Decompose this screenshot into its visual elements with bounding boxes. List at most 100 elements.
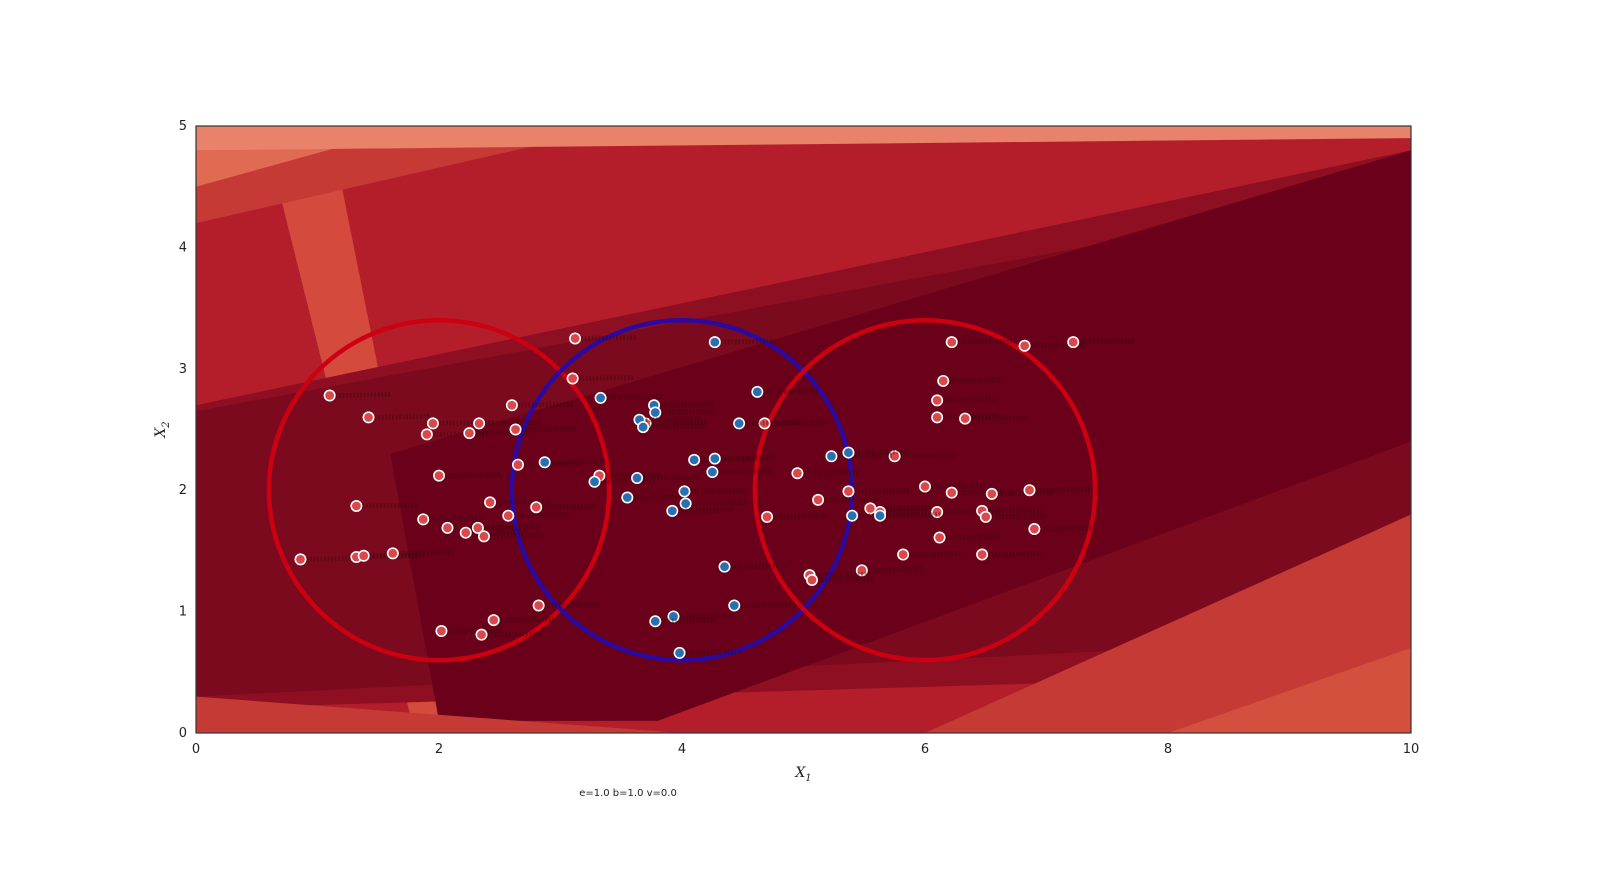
point-annotation [542, 503, 599, 510]
data-point-inner [708, 452, 721, 465]
data-point-inner [874, 509, 887, 522]
data-point-inner [621, 491, 634, 504]
data-point-outer [959, 412, 972, 425]
data-point-outer [897, 548, 910, 561]
point-annotation [690, 487, 747, 494]
data-point-outer [976, 548, 989, 561]
point-annotation [485, 419, 542, 426]
data-point-outer [933, 531, 946, 544]
point-annotation [483, 524, 540, 531]
data-point-outer [357, 549, 370, 562]
point-annotation [643, 474, 700, 481]
data-point-inner [846, 509, 859, 522]
data-point-outer [931, 411, 944, 424]
point-annotation [661, 617, 718, 624]
data-point-inner [751, 385, 764, 398]
data-point-inner [588, 475, 601, 488]
data-point-outer [812, 493, 825, 506]
point-annotation [578, 375, 635, 382]
data-point-outer [417, 513, 430, 526]
y-tick-label: 0 [179, 726, 187, 741]
point-annotation [854, 487, 911, 494]
point-annotation [1040, 525, 1097, 532]
data-point-inner [679, 497, 692, 510]
point-annotation [633, 493, 690, 500]
point-annotation [487, 631, 544, 638]
data-point-outer [532, 599, 545, 612]
point-annotation [988, 551, 1045, 558]
decision-regions [196, 126, 1411, 733]
data-point-outer [931, 506, 944, 519]
data-point-outer [842, 485, 855, 498]
data-point-outer [463, 427, 476, 440]
parameter-footnote: e=1.0 b=1.0 v=0.0 [579, 788, 677, 799]
data-point-inner [842, 446, 855, 459]
point-annotation [335, 392, 392, 399]
point-annotation [930, 483, 988, 490]
point-annotation [645, 416, 702, 423]
point-annotation [651, 419, 708, 426]
data-point-outer [1023, 484, 1036, 497]
point-annotation [362, 502, 419, 509]
point-annotation [661, 409, 718, 416]
region-band-8 [196, 696, 682, 733]
point-annotation [943, 413, 1000, 420]
data-point-outer [487, 614, 500, 627]
point-annotation [773, 513, 830, 520]
x-tick-label: 10 [1403, 742, 1420, 757]
point-annotation [523, 461, 581, 468]
data-point-outer [386, 547, 399, 560]
data-point-outer [791, 467, 804, 480]
data-point-outer [426, 417, 439, 430]
region-band-9 [925, 514, 1411, 733]
data-point-outer [569, 332, 582, 345]
point-annotation [495, 498, 553, 505]
point-annotation [988, 507, 1045, 514]
region-band-4 [196, 126, 1411, 151]
point-annotation [438, 419, 495, 426]
point-annotation [745, 419, 802, 426]
data-point-outer [806, 574, 819, 587]
data-point-outer [979, 510, 992, 523]
class-circle-0 [266, 317, 612, 663]
data-point-outer [945, 486, 958, 499]
data-points [294, 332, 1136, 659]
x-tick-label: 8 [1164, 742, 1172, 757]
data-point-outer [420, 428, 433, 441]
data-point-outer [1067, 336, 1080, 349]
point-annotation [444, 472, 502, 479]
data-point-outer [758, 417, 771, 430]
point-annotation [691, 500, 748, 507]
data-point-outer [918, 480, 931, 493]
point-annotation [678, 507, 735, 514]
data-point-inner [673, 646, 686, 659]
point-annotation [867, 566, 924, 573]
y-tick-label: 2 [179, 483, 187, 498]
region-band-7 [390, 150, 1411, 721]
data-point-outer [484, 496, 497, 509]
region-band-10 [1168, 648, 1411, 733]
data-point-outer [471, 521, 484, 534]
data-point-inner [649, 615, 662, 628]
point-annotation [763, 388, 820, 395]
point-annotation [886, 512, 943, 519]
data-point-outer [1018, 339, 1031, 352]
point-annotation [447, 627, 504, 634]
point-annotation [945, 534, 1002, 541]
data-point-outer [477, 530, 490, 543]
data-point-outer [475, 628, 488, 641]
point-annotation [858, 512, 915, 519]
point-annotation [606, 394, 663, 401]
data-point-outer [985, 487, 998, 500]
point-annotation [943, 396, 1000, 403]
data-point-inner [637, 421, 650, 434]
data-point-outer [855, 564, 868, 577]
point-annotation [499, 616, 556, 623]
x-tick-label: 0 [192, 742, 200, 757]
point-annotation [876, 504, 933, 511]
point-annotation [517, 401, 574, 408]
data-point-outer [937, 374, 950, 387]
point-annotation [521, 426, 578, 432]
y-axis-label: X2 [153, 421, 172, 438]
data-point-inner [649, 406, 662, 419]
